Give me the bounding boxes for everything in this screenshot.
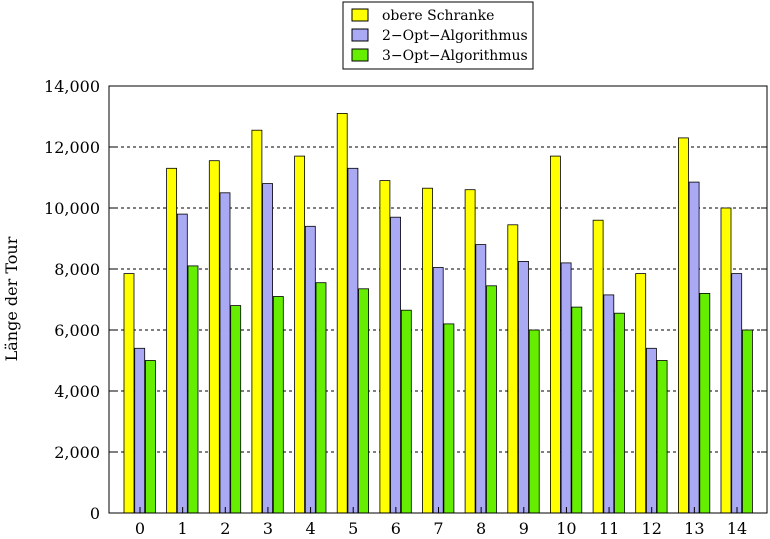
x-tick-label: 5	[348, 519, 358, 538]
bar	[400, 309, 412, 514]
bar	[635, 273, 647, 514]
bar	[603, 294, 615, 514]
y-tick-label: 4,000	[54, 382, 100, 401]
y-axis-title: Länge der Tour	[2, 236, 21, 361]
x-tick-label: 0	[135, 519, 145, 538]
legend: obere Schranke 2−Opt−Algorithmus 3−Opt−Alg…	[342, 1, 534, 70]
legend-swatch	[351, 28, 369, 42]
bar	[518, 260, 529, 514]
bar	[688, 181, 700, 514]
legend-label: 2−Opt−Algorithmus	[382, 28, 528, 44]
bar	[166, 167, 178, 514]
legend-label: obere Schranke	[382, 8, 494, 24]
x-tick-label: 3	[263, 519, 273, 538]
bar	[176, 213, 188, 514]
x-tick-label: 14	[727, 519, 747, 538]
y-tick-label: 10,000	[44, 199, 100, 218]
legend-box	[342, 1, 534, 70]
bar	[358, 288, 370, 514]
bar	[646, 347, 657, 514]
bar	[443, 323, 455, 514]
legend-swatch	[351, 8, 369, 22]
y-tick-label: 2,000	[54, 443, 100, 462]
bar	[379, 180, 391, 514]
x-tick-label: 6	[391, 519, 401, 538]
x-tick-label: 12	[642, 519, 662, 538]
bar	[347, 167, 359, 514]
bar	[144, 360, 156, 514]
x-tick-label: 13	[684, 519, 704, 538]
bar	[432, 267, 444, 514]
bar	[304, 225, 316, 514]
bar	[550, 155, 561, 514]
x-ticks: 0 1 2 3 4 5 6 7 8 9 10 11 12 13 14	[135, 507, 747, 538]
x-tick-label: 7	[433, 519, 443, 538]
bar	[507, 224, 519, 514]
legend-swatch	[351, 48, 369, 62]
y-tick-label: 12,000	[44, 138, 100, 157]
bar	[230, 305, 242, 514]
y-tick-label: 14,000	[44, 77, 100, 96]
y-tick-label: 8,000	[54, 260, 100, 279]
x-tick-label: 9	[519, 519, 529, 538]
y-tick-label: 6,000	[54, 321, 100, 340]
y-tick-label: 0	[90, 504, 100, 523]
bar	[464, 189, 476, 514]
bar	[336, 113, 348, 514]
bar	[486, 285, 497, 514]
bar	[560, 262, 572, 514]
bar	[571, 306, 583, 514]
bar	[731, 273, 743, 514]
bar	[422, 187, 433, 514]
x-tick-label: 1	[178, 519, 188, 538]
bar	[251, 129, 263, 514]
bar	[294, 155, 306, 514]
bar	[262, 183, 274, 514]
bar	[699, 292, 711, 514]
bar	[475, 244, 487, 514]
bar	[123, 273, 135, 514]
bar	[208, 160, 220, 514]
bar	[134, 347, 146, 514]
bar	[272, 296, 284, 514]
x-tick-label: 4	[305, 519, 315, 538]
bar	[390, 216, 402, 514]
bar	[720, 207, 732, 514]
bars	[123, 113, 753, 514]
bar	[528, 329, 540, 514]
bar	[742, 329, 753, 514]
x-tick-label: 11	[599, 519, 619, 538]
bar	[592, 219, 604, 514]
bar	[315, 282, 327, 514]
x-tick-label: 2	[220, 519, 230, 538]
y-ticks: 0 2,000 4,000 6,000 8,000 10,000 12,000 14,000	[44, 77, 767, 523]
bar	[187, 265, 199, 514]
bar	[219, 192, 231, 514]
legend-label: 3−Opt−Algorithmus	[382, 48, 528, 64]
x-tick-label: 8	[476, 519, 486, 538]
bar	[656, 360, 668, 514]
bar	[678, 137, 689, 514]
bar	[614, 312, 625, 514]
x-tick-label: 10	[556, 519, 576, 538]
